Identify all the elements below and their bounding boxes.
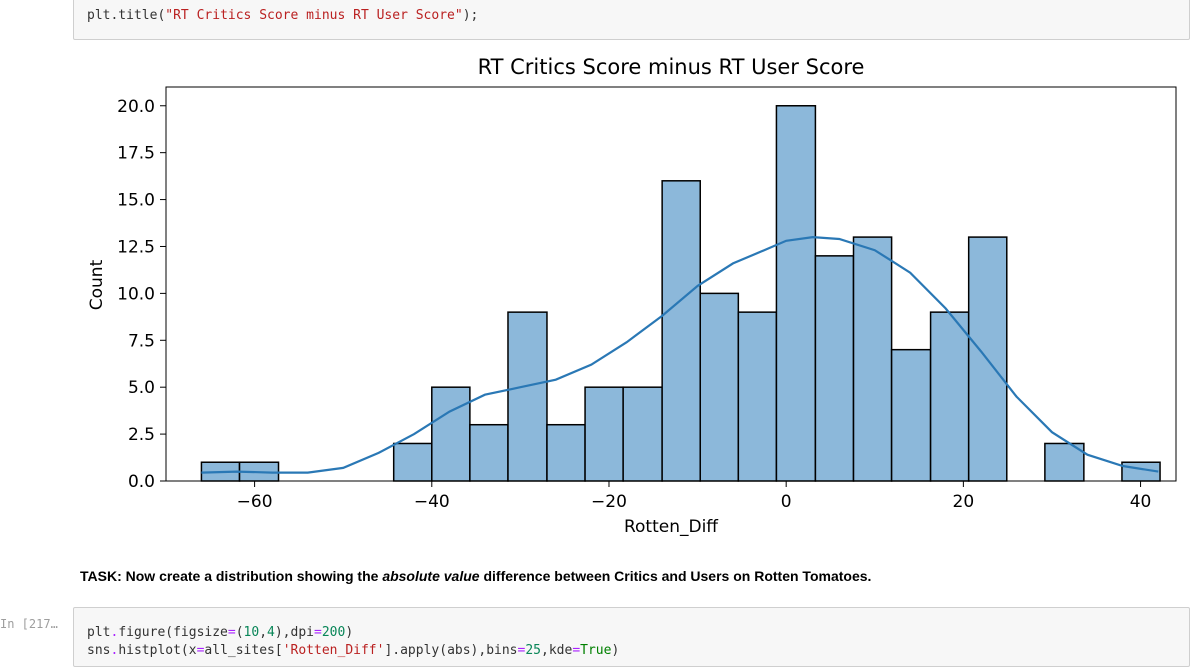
histogram-bar-8 bbox=[622, 386, 663, 482]
x-tick-label: −60 bbox=[237, 492, 273, 512]
histogram-bar-7 bbox=[584, 386, 624, 482]
x-tick-label: 0 bbox=[781, 492, 792, 512]
x-tick-label: 40 bbox=[1130, 492, 1152, 512]
y-tick-label: 15.0 bbox=[117, 191, 155, 211]
code-line-figure: plt.figure(figsize=(10,4),dpi=200) bbox=[87, 625, 354, 640]
histogram-bar-12 bbox=[775, 105, 817, 482]
histogram-bar-18 bbox=[1044, 442, 1085, 482]
histogram-chart: RT Critics Score minus RT User Score −60… bbox=[87, 55, 1177, 537]
histogram-bar-9 bbox=[661, 180, 701, 482]
histogram-bar-15 bbox=[890, 348, 932, 482]
histogram-bar-14 bbox=[852, 236, 893, 482]
code-line-histplot: sns.histplot(x=all_sites['Rotten_Diff'].… bbox=[87, 643, 620, 658]
code-line-title: plt.title("RT Critics Score minus RT Use… bbox=[87, 8, 479, 23]
cell-prompt: In [217… bbox=[0, 617, 58, 631]
histogram-bar-10 bbox=[699, 292, 740, 482]
histogram-bar-6 bbox=[546, 423, 586, 482]
code-cell-top[interactable]: plt.title("RT Critics Score minus RT Use… bbox=[73, 0, 1190, 40]
x-ticks: −60 −40 −20 0 20 40 bbox=[237, 481, 1152, 512]
y-ticks: 0.0 2.5 5.0 7.5 10.0 12.5 15.0 17.5 20.0 bbox=[117, 97, 166, 492]
histogram-bar-16 bbox=[929, 311, 970, 482]
bars-group bbox=[200, 105, 1161, 482]
y-tick-label: 10.0 bbox=[117, 284, 155, 304]
x-tick-label: 20 bbox=[953, 492, 975, 512]
task-text: TASK: Now create a distribution showing … bbox=[80, 568, 872, 584]
kde-line bbox=[201, 235, 1159, 474]
histogram-bar-3 bbox=[431, 386, 471, 482]
histogram-bar-4 bbox=[469, 423, 509, 482]
plot-frame bbox=[165, 86, 1177, 482]
x-axis-label: Rotten_Diff bbox=[624, 517, 719, 537]
x-tick-label: −20 bbox=[591, 492, 627, 512]
y-tick-label: 0.0 bbox=[128, 472, 155, 492]
y-tick-label: 12.5 bbox=[117, 237, 155, 257]
histogram-bar-2 bbox=[392, 442, 433, 482]
histogram-bar-5 bbox=[507, 311, 548, 482]
y-tick-label: 7.5 bbox=[128, 331, 155, 351]
histogram-bar-13 bbox=[814, 255, 855, 482]
code-cell-bottom[interactable]: plt.figure(figsize=(10,4),dpi=200) sns.h… bbox=[73, 607, 1190, 667]
x-tick-label: −40 bbox=[414, 492, 450, 512]
y-tick-label: 17.5 bbox=[117, 144, 155, 164]
chart-title: RT Critics Score minus RT User Score bbox=[478, 55, 865, 79]
y-axis-label: Count bbox=[87, 259, 107, 310]
y-tick-label: 20.0 bbox=[117, 97, 155, 117]
y-tick-label: 5.0 bbox=[128, 378, 155, 398]
histogram-bar-11 bbox=[737, 311, 778, 482]
y-tick-label: 2.5 bbox=[128, 425, 155, 445]
